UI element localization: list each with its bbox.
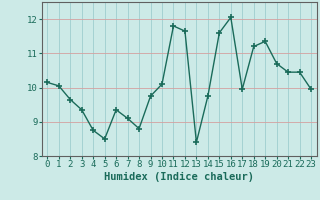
X-axis label: Humidex (Indice chaleur): Humidex (Indice chaleur) [104,172,254,182]
